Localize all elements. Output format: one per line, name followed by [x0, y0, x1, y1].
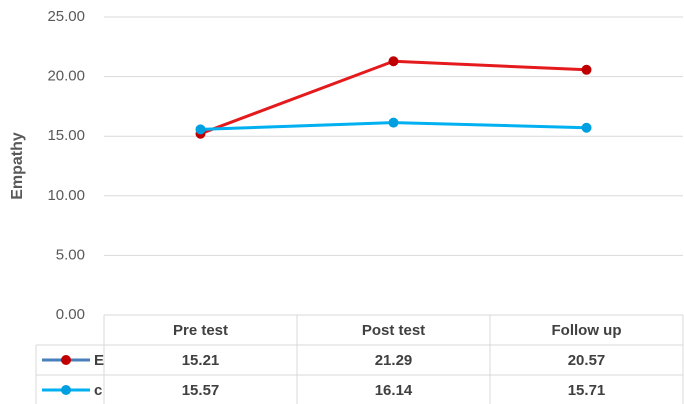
x-tick-label: Follow up [552, 322, 622, 339]
y-tick-label: 15.00 [47, 127, 85, 144]
y-tick-label: 25.00 [47, 8, 85, 25]
legend-label: E [94, 352, 104, 369]
table-value: 15.71 [568, 382, 606, 399]
legend-label: c [94, 382, 102, 399]
table-value: 15.21 [182, 352, 220, 369]
y-tick-label: 0.00 [56, 306, 85, 323]
table-value: 21.29 [375, 352, 413, 369]
y-tick-label: 20.00 [47, 68, 85, 85]
table-value: 15.57 [182, 382, 220, 399]
series-marker [581, 122, 592, 133]
y-axis-label: Empathy [9, 132, 26, 200]
legend-marker [61, 385, 71, 395]
legend-marker [61, 355, 71, 365]
table-value: 16.14 [375, 382, 413, 399]
y-tick-label: 10.00 [47, 187, 85, 204]
series-marker [388, 117, 399, 128]
table-value: 20.57 [568, 352, 606, 369]
series-marker [388, 56, 399, 67]
x-tick-label: Pre test [173, 322, 228, 339]
series-marker [195, 124, 206, 135]
series-marker [581, 64, 592, 75]
x-tick-label: Post test [362, 322, 425, 339]
y-tick-label: 5.00 [56, 246, 85, 263]
